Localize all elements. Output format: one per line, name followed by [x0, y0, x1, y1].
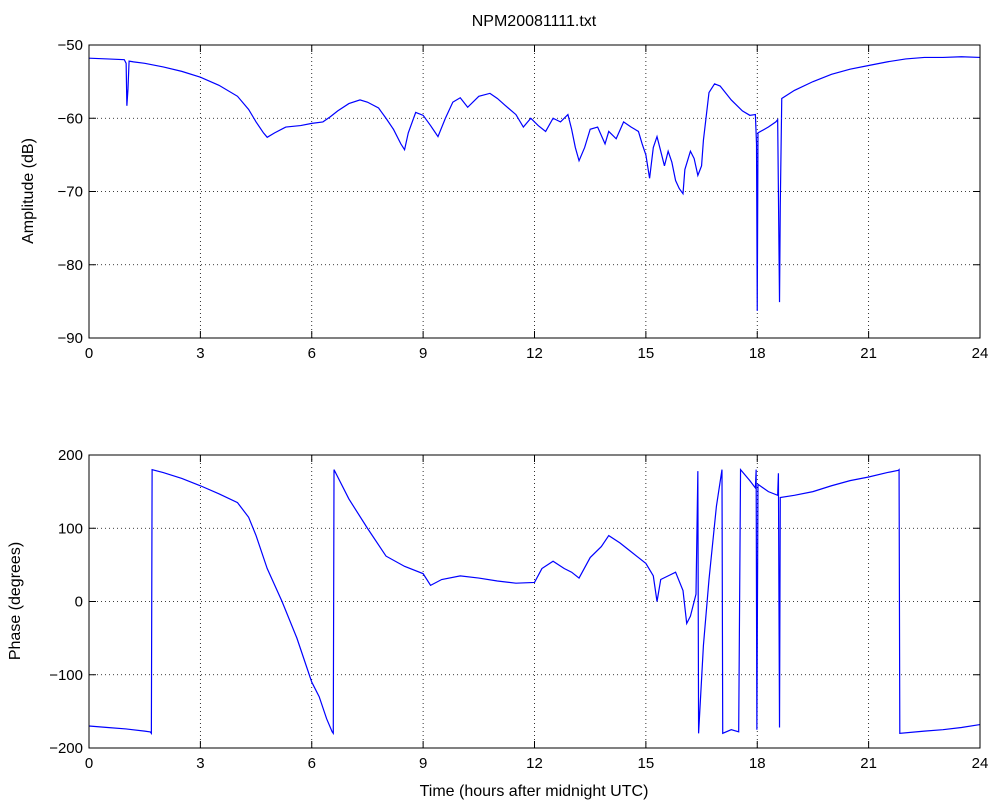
phase-y-tick-label: −200 — [49, 740, 83, 757]
phase-y-axis-label: Phase (degrees) — [7, 542, 24, 660]
phase-series-line — [88, 468, 981, 736]
phase-x-tick-label: 12 — [526, 755, 543, 772]
phase-x-tick-labels: 0 3 6 9 12 15 18 21 24 — [85, 755, 989, 772]
phase-x-tick-label: 18 — [749, 755, 766, 772]
amplitude-series-line — [88, 56, 981, 311]
amplitude-y-tick-label: −90 — [58, 330, 83, 347]
phase-x-tick-label: 21 — [860, 755, 877, 772]
amplitude-grid — [89, 45, 980, 338]
phase-x-tick-label: 15 — [638, 755, 655, 772]
amplitude-plot: 0 3 6 9 12 15 18 21 24 −50 −60 −70 −80 −90 Amplitude… — [20, 37, 988, 362]
amplitude-y-tick-labels: −50 −60 −70 −80 −90 — [58, 37, 83, 347]
phase-x-tick-label: 3 — [196, 755, 204, 772]
amplitude-y-tick-label: −80 — [58, 257, 83, 274]
phase-plot: 0 3 6 9 12 15 18 21 24 200 100 0 −100 −200 Phase (de… — [7, 447, 988, 800]
figure-title: NPM20081111.txt — [472, 13, 597, 30]
phase-x-tick-label: 9 — [419, 755, 427, 772]
amplitude-x-tick-label: 18 — [749, 345, 766, 362]
amplitude-x-tick-label: 12 — [526, 345, 543, 362]
amplitude-ticks — [88, 44, 981, 339]
amplitude-x-tick-label: 9 — [419, 345, 427, 362]
phase-y-tick-label: −100 — [49, 667, 83, 684]
amplitude-x-tick-label: 21 — [860, 345, 877, 362]
amplitude-x-tick-label: 24 — [972, 345, 989, 362]
amplitude-x-tick-label: 6 — [308, 345, 316, 362]
phase-y-tick-label: 100 — [58, 520, 83, 537]
amplitude-y-tick-label: −70 — [58, 184, 83, 201]
amplitude-y-tick-label: −60 — [58, 110, 83, 127]
phase-grid — [89, 455, 980, 748]
amplitude-x-tick-label: 0 — [85, 345, 93, 362]
amplitude-y-tick-label: −50 — [58, 37, 83, 54]
amplitude-y-axis-label: Amplitude (dB) — [20, 138, 37, 244]
phase-y-tick-label: 0 — [75, 594, 83, 611]
phase-y-tick-labels: 200 100 0 −100 −200 — [49, 447, 83, 757]
phase-y-tick-label: 200 — [58, 447, 83, 464]
amplitude-x-tick-label: 3 — [196, 345, 204, 362]
phase-x-tick-label: 24 — [972, 755, 989, 772]
phase-x-axis-label: Time (hours after midnight UTC) — [420, 783, 649, 800]
phase-ticks — [88, 454, 981, 749]
amplitude-x-tick-labels: 0 3 6 9 12 15 18 21 24 — [85, 345, 989, 362]
phase-x-tick-label: 6 — [308, 755, 316, 772]
amplitude-x-tick-label: 15 — [638, 345, 655, 362]
phase-x-tick-label: 0 — [85, 755, 93, 772]
